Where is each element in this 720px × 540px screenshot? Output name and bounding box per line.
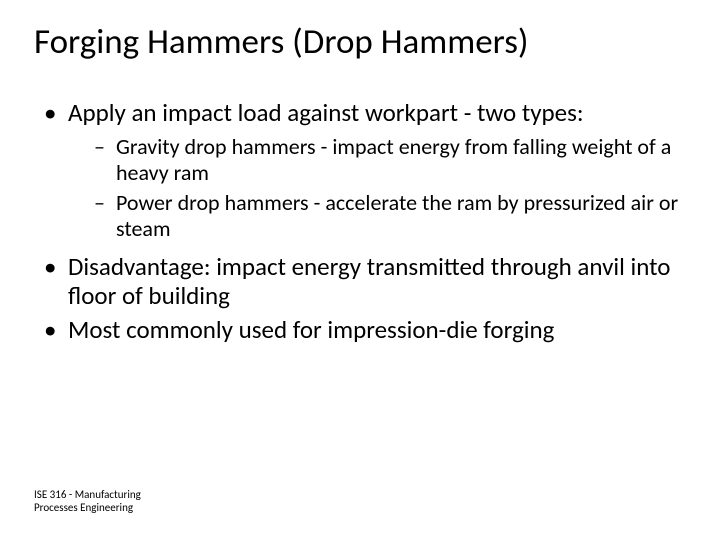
bullet-text: Disadvantage: impact energy transmitted … [68,251,670,312]
footer-line-2: Processes Engineering [34,501,141,514]
footer-line-1: ISE 316 - Manufacturing [34,488,141,501]
sub-bullet-item: Gravity drop hammers - impact energy fro… [92,134,686,186]
sub-bullet-text: Power drop hammers - accelerate the ram … [116,189,678,242]
bullet-item: Apply an impact load against workpart - … [40,98,686,241]
slide-footer: ISE 316 - Manufacturing Processes Engine… [34,488,141,514]
slide-content: Apply an impact load against workpart - … [34,98,686,344]
bullet-text: Apply an impact load against workpart - … [68,97,584,128]
sub-bullet-text: Gravity drop hammers - impact energy fro… [116,133,671,186]
bullet-text: Most commonly used for impression-die fo… [68,314,554,345]
sub-bullet-item: Power drop hammers - accelerate the ram … [92,190,686,242]
bullet-item: Most commonly used for impression-die fo… [40,315,686,345]
slide-title: Forging Hammers (Drop Hammers) [34,22,686,62]
slide: Forging Hammers (Drop Hammers) Apply an … [0,0,720,540]
bullet-list-level1: Apply an impact load against workpart - … [40,98,686,344]
bullet-item: Disadvantage: impact energy transmitted … [40,252,686,311]
bullet-list-level2: Gravity drop hammers - impact energy fro… [68,134,686,242]
